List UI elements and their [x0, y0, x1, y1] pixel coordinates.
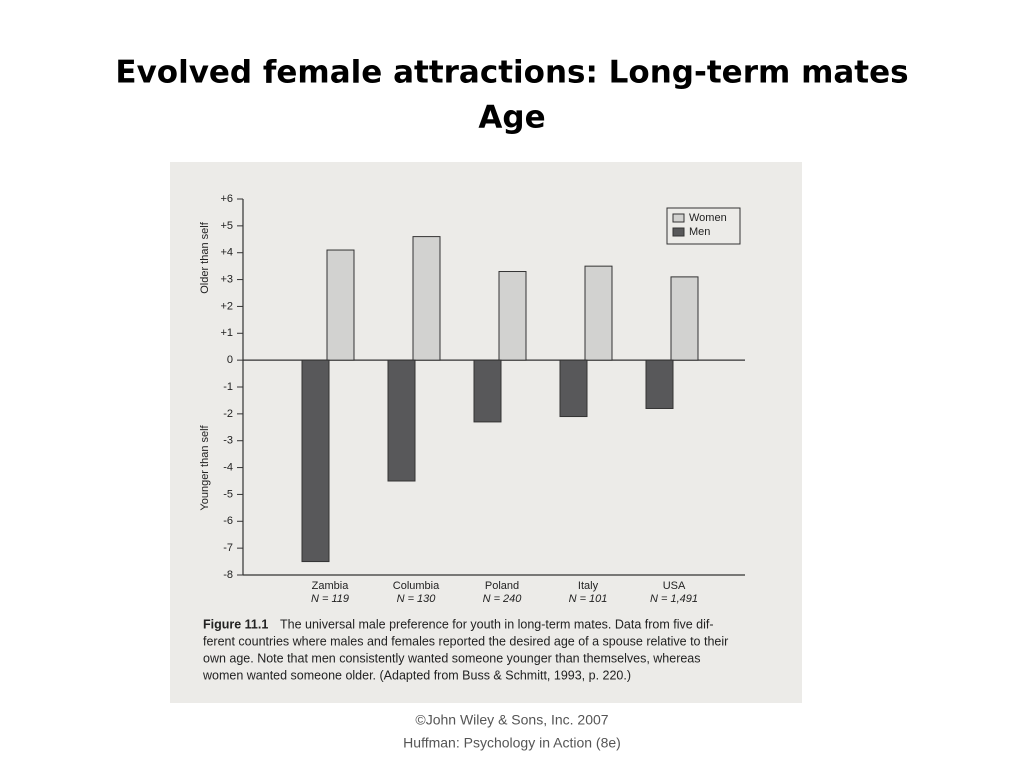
sample-size: N = 130: [397, 593, 437, 605]
slide-title: Evolved female attractions: Long-term ma…: [115, 55, 908, 91]
y-axis-label: Younger than self: [199, 424, 211, 510]
y-tick-label: +5: [220, 220, 233, 232]
y-tick-label: -3: [223, 435, 233, 447]
y-tick-label: -1: [223, 381, 233, 393]
x-tick-label: Italy: [578, 580, 599, 592]
sample-size: N = 119: [311, 593, 349, 605]
sample-size: N = 1,491: [650, 593, 698, 605]
caption-line: women wanted someone older. (Adapted fro…: [202, 668, 631, 682]
figure-photo: [170, 162, 802, 703]
y-tick-label: -7: [223, 542, 233, 554]
x-tick-label: Zambia: [312, 580, 350, 592]
caption-line: own age. Note that men consistently want…: [203, 651, 701, 665]
bar: [584, 265, 613, 361]
y-tick-label: -2: [223, 408, 233, 420]
y-tick-label: -6: [223, 515, 233, 527]
legend-swatch: [672, 227, 685, 237]
bar: [473, 359, 502, 423]
bar: [326, 249, 355, 361]
bar: [412, 236, 441, 361]
legend-box: [666, 207, 741, 245]
y-tick-label: +6: [220, 193, 233, 205]
footer: ©John Wiley & Sons, Inc. 2007: [415, 712, 608, 728]
y-tick-label: 0: [227, 354, 233, 366]
bar: [498, 271, 527, 361]
y-axis-label: Older than self: [199, 221, 211, 293]
y-tick-label: +2: [220, 300, 233, 312]
legend-label: Women: [689, 212, 727, 224]
y-tick-label: -5: [223, 488, 233, 500]
caption-label: Figure 11.1: [203, 617, 268, 631]
caption-line: The universal male preference for youth …: [280, 617, 714, 631]
y-tick-label: +3: [220, 273, 233, 285]
y-tick-label: -4: [223, 461, 233, 473]
chart: +6 +5 +4 +3 +2 +1 0 -1 -2 -3 -4 -5 -6 -7 -8 Older than …: [199, 193, 745, 682]
bar: [559, 359, 588, 418]
y-tick-label: +1: [220, 327, 233, 339]
bar: [670, 276, 699, 361]
legend-swatch: [672, 213, 685, 223]
x-tick-label: USA: [663, 580, 686, 592]
x-tick-label: Poland: [485, 580, 519, 592]
bar: [645, 359, 674, 409]
x-tick-label: Columbia: [393, 580, 440, 592]
bar: [387, 359, 416, 482]
sample-size: N = 240: [483, 593, 523, 605]
footer: Huffman: Psychology in Action (8e): [403, 735, 621, 751]
y-tick-label: -8: [223, 569, 233, 581]
bar: [301, 359, 330, 563]
legend-label: Men: [689, 226, 710, 238]
y-tick-label: +4: [220, 247, 233, 259]
slide-title: Age: [478, 100, 545, 136]
caption-line: ferent countries where males and females…: [203, 634, 728, 648]
sample-size: N = 101: [569, 593, 608, 605]
